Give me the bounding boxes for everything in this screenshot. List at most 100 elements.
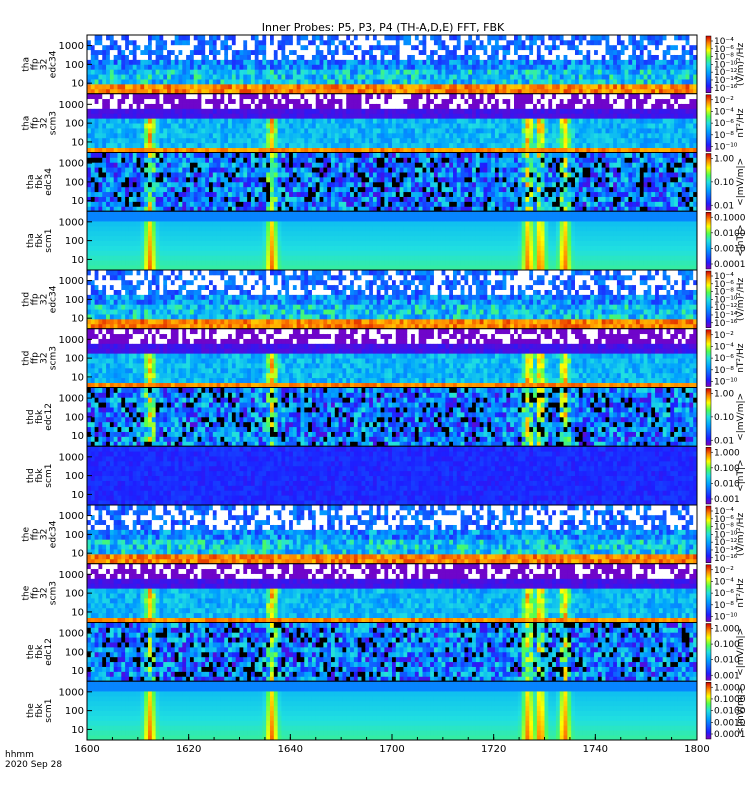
heatmap-cell bbox=[174, 64, 179, 70]
heatmap-cell bbox=[693, 49, 698, 55]
heatmap-cell bbox=[449, 74, 454, 80]
heatmap-cell bbox=[334, 113, 340, 119]
heatmap-cell bbox=[209, 186, 214, 193]
heatmap-cell bbox=[201, 128, 206, 134]
heatmap-cell bbox=[148, 113, 153, 119]
heatmap-cell bbox=[327, 206, 332, 212]
heatmap-cell bbox=[494, 44, 500, 51]
heatmap-cell bbox=[430, 59, 435, 65]
heatmap-cell bbox=[334, 132, 340, 139]
heatmap-cell bbox=[655, 93, 660, 100]
heatmap-cell bbox=[94, 88, 99, 95]
heatmap-cell bbox=[338, 191, 343, 197]
heatmap-cell bbox=[380, 79, 385, 85]
heatmap-cell bbox=[613, 98, 618, 104]
heatmap-cell bbox=[106, 98, 111, 104]
heatmap-cell bbox=[369, 103, 374, 109]
panel-label-line: 32 bbox=[40, 117, 50, 128]
heatmap-cell bbox=[323, 176, 328, 183]
heatmap-cell bbox=[407, 167, 412, 173]
heatmap-cell bbox=[632, 137, 637, 144]
heatmap-cell bbox=[449, 44, 454, 51]
heatmap-cell bbox=[491, 123, 496, 129]
heatmap-cell bbox=[144, 79, 149, 85]
heatmap-cell bbox=[555, 35, 561, 41]
heatmap-cell bbox=[361, 172, 366, 178]
heatmap-cell bbox=[491, 64, 496, 70]
heatmap-cell bbox=[273, 128, 279, 134]
heatmap-cell bbox=[487, 93, 492, 100]
heatmap-cell bbox=[109, 39, 115, 46]
heatmap-cell bbox=[388, 201, 393, 207]
heatmap-cell bbox=[155, 69, 160, 75]
heatmap-cell bbox=[456, 132, 462, 139]
heatmap-cell bbox=[491, 54, 496, 60]
heatmap-cell bbox=[430, 176, 435, 183]
heatmap-cell bbox=[388, 35, 393, 41]
heatmap-cell bbox=[170, 123, 176, 129]
heatmap-cell bbox=[262, 147, 267, 153]
heatmap-cell bbox=[140, 39, 145, 46]
heatmap-cell bbox=[102, 132, 107, 139]
heatmap-cell bbox=[270, 176, 275, 183]
heatmap-cell bbox=[235, 49, 240, 55]
heatmap-cell bbox=[266, 79, 271, 85]
heatmap-cell bbox=[422, 181, 427, 188]
heatmap-cell bbox=[167, 176, 172, 183]
heatmap-cell bbox=[426, 172, 431, 178]
heatmap-cell bbox=[533, 98, 538, 104]
heatmap-cell bbox=[228, 167, 233, 173]
heatmap-cell bbox=[384, 196, 389, 202]
heatmap-cell bbox=[597, 64, 603, 70]
heatmap-cell bbox=[460, 147, 465, 153]
heatmap-cell bbox=[90, 162, 96, 168]
heatmap-cell bbox=[144, 181, 149, 188]
heatmap-cell bbox=[517, 103, 523, 109]
heatmap-cell bbox=[418, 181, 423, 188]
heatmap-cell bbox=[98, 39, 103, 46]
heatmap-cell bbox=[567, 108, 572, 114]
heatmap-cell bbox=[384, 142, 389, 149]
heatmap-cell bbox=[655, 128, 660, 134]
heatmap-cell bbox=[628, 59, 633, 65]
heatmap-cell bbox=[544, 79, 549, 85]
heatmap-cell bbox=[392, 108, 397, 114]
heatmap-cell bbox=[369, 142, 374, 149]
heatmap-cell bbox=[128, 64, 134, 70]
heatmap-cell bbox=[392, 172, 397, 178]
heatmap-cell bbox=[155, 201, 160, 207]
heatmap-cell bbox=[643, 79, 648, 85]
heatmap-cell bbox=[536, 108, 542, 114]
heatmap-cell bbox=[311, 142, 317, 149]
heatmap-cell bbox=[636, 54, 641, 60]
heatmap-cell bbox=[456, 118, 462, 124]
heatmap-cell bbox=[254, 142, 259, 149]
heatmap-cell bbox=[106, 49, 111, 55]
heatmap-cell bbox=[609, 103, 614, 109]
heatmap-cell bbox=[98, 147, 103, 153]
heatmap-cell bbox=[289, 39, 294, 46]
heatmap-cell bbox=[693, 137, 698, 144]
heatmap-cell bbox=[148, 176, 153, 183]
heatmap-cell bbox=[273, 181, 279, 188]
heatmap-cell bbox=[98, 54, 103, 60]
heatmap-cell bbox=[460, 93, 465, 100]
heatmap-cell bbox=[544, 118, 549, 124]
heatmap-cell bbox=[395, 64, 401, 70]
panel-label-line: edc34 bbox=[49, 50, 59, 78]
heatmap-cell bbox=[357, 98, 362, 104]
heatmap-cell bbox=[575, 98, 580, 104]
heatmap-cell bbox=[460, 128, 465, 134]
heatmap-cell bbox=[186, 147, 191, 153]
heatmap-cell bbox=[121, 162, 126, 168]
heatmap-cell bbox=[125, 191, 130, 197]
heatmap-cell bbox=[140, 35, 145, 41]
heatmap-cell bbox=[155, 64, 160, 70]
heatmap-cell bbox=[311, 206, 317, 212]
heatmap-cell bbox=[212, 142, 218, 149]
heatmap-cell bbox=[113, 162, 118, 168]
heatmap-cell bbox=[281, 74, 286, 80]
heatmap-cell bbox=[613, 103, 618, 109]
heatmap-cell bbox=[563, 79, 568, 85]
